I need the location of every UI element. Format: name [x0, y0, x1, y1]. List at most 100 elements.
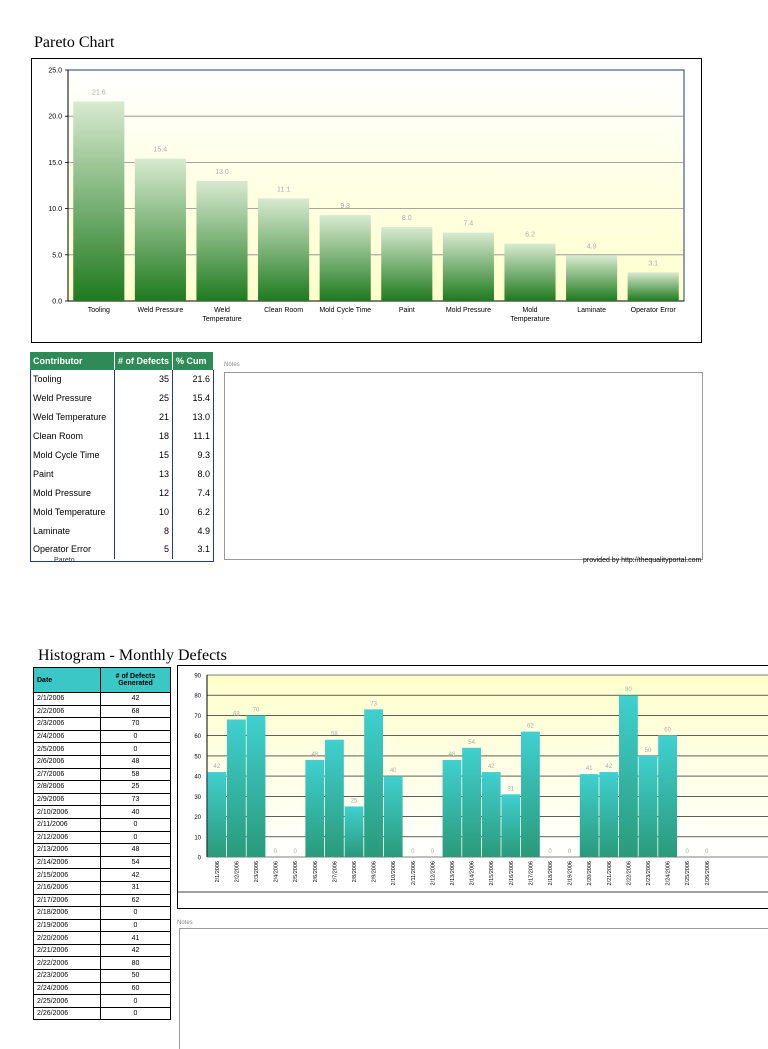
histogram-bar: [599, 772, 619, 857]
pareto-category-label: Mold Temperature: [510, 307, 549, 323]
cell-value: 58: [100, 767, 171, 782]
cell-value: 60: [100, 981, 171, 996]
cell-value: 50: [100, 969, 171, 983]
cell-value: 25: [100, 780, 171, 794]
cell-value: 70: [100, 717, 171, 731]
cell-date: 2/1/2006: [33, 692, 101, 706]
histogram-ytick-label: 0: [198, 856, 202, 862]
table-row: 2/11/2006 0: [33, 817, 171, 832]
histogram-category-label: 2/12/2006: [430, 861, 436, 885]
cell-pct: 7.4: [172, 483, 214, 503]
cell-value: 48: [100, 843, 171, 857]
cell-contributor: Clean Room: [30, 426, 115, 446]
histogram-data-label: 42: [488, 764, 495, 770]
histogram-data-label: 40: [390, 768, 397, 774]
histogram-category-label: 2/19/2006: [568, 861, 574, 885]
histogram-data-label: 0: [431, 849, 435, 855]
table-row: 2/3/2006 70: [33, 717, 171, 731]
cell-value: 0: [100, 729, 171, 744]
pareto-bar: [258, 198, 310, 301]
pareto-data-label: 9.3: [340, 203, 350, 210]
histogram-category-label: 2/26/2006: [705, 861, 711, 885]
histogram-category-label: 2/2/2006: [234, 861, 240, 882]
cell-pct: 9.3: [172, 445, 214, 465]
pareto-bar: [627, 272, 679, 301]
histogram-category-label: 2/23/2006: [646, 861, 652, 885]
pareto-data-label: 7.4: [464, 221, 474, 228]
histogram-category-label: 2/8/2006: [352, 861, 358, 882]
cell-date: 2/15/2006: [33, 868, 101, 882]
histogram-title: Histogram - Monthly Defects: [38, 647, 227, 664]
pareto-data-label: 4.9: [587, 244, 597, 251]
table-row: 2/16/2006 31: [33, 880, 171, 895]
pareto-title: Pareto Chart: [34, 34, 115, 51]
pareto-category-label: Operator Error: [631, 307, 677, 314]
cell-value: 68: [100, 704, 171, 719]
cell-date: 2/13/2006: [33, 843, 101, 857]
pareto-ytick-label: 5.0: [52, 252, 62, 259]
histogram-category-label: 2/22/2006: [626, 861, 632, 885]
cell-contributor: Weld Pressure: [30, 388, 115, 408]
cell-date: 2/8/2006: [33, 780, 101, 794]
histogram-ytick-label: 70: [194, 714, 201, 720]
table-row: 2/18/2006 0: [33, 906, 171, 920]
cell-value: 73: [100, 792, 171, 807]
table-row: 2/8/2006 25: [33, 780, 171, 794]
histogram-bar: [579, 774, 599, 857]
cell-defects: 8: [114, 521, 174, 541]
cell-date: 2/4/2006: [33, 729, 101, 744]
histogram-category-label: 2/24/2006: [666, 861, 672, 885]
cell-value: 31: [100, 880, 171, 895]
histogram-bar: [501, 794, 521, 857]
histogram-category-label: 2/25/2006: [685, 861, 691, 885]
histogram-category-label: 2/1/2006: [215, 861, 221, 882]
cell-contributor: Weld Temperature: [30, 407, 115, 427]
histogram-data-label: 42: [605, 764, 612, 770]
histogram-data-label: 0: [274, 849, 278, 855]
table-row: 2/6/2006 48: [33, 754, 171, 769]
table-row: 2/10/2006 40: [33, 805, 171, 819]
cell-date: 2/18/2006: [33, 906, 101, 920]
table-row: 2/15/2006 42: [33, 868, 171, 882]
histogram-category-label: 2/11/2006: [411, 861, 417, 885]
histogram-data-label: 48: [449, 752, 456, 758]
histogram-category-label: 2/3/2006: [254, 861, 260, 882]
table-row: Operator Error 5 3.1: [30, 540, 214, 559]
histogram-ytick-label: 50: [194, 754, 201, 760]
histogram-notes-box[interactable]: [179, 928, 768, 1049]
cell-date: 2/22/2006: [33, 956, 101, 971]
header-date: Date: [33, 667, 101, 693]
cell-date: 2/7/2006: [33, 767, 101, 782]
table-row: 2/2/2006 68: [33, 704, 171, 719]
cell-date: 2/17/2006: [33, 893, 101, 908]
pareto-category-label: Paint: [399, 307, 415, 314]
pareto-data-label: 21.6: [92, 89, 106, 96]
cell-date: 2/21/2006: [33, 943, 101, 958]
histogram-ytick-label: 80: [194, 694, 201, 700]
histogram-ytick-label: 40: [194, 775, 201, 781]
cell-pct: 6.2: [172, 502, 214, 522]
pareto-data-label: 8.0: [402, 215, 412, 222]
table-row: Paint 13 8.0: [30, 464, 214, 484]
histogram-data-label: 62: [527, 724, 534, 730]
pareto-bar: [319, 215, 371, 301]
pareto-table: Contributor # of Defects % Cum Tooling 35…: [30, 352, 214, 559]
cell-date: 2/10/2006: [33, 805, 101, 819]
cell-date: 2/23/2006: [33, 969, 101, 983]
cell-defects: 15: [114, 445, 174, 465]
histogram-data-label: 58: [331, 732, 338, 738]
cell-date: 2/12/2006: [33, 830, 101, 845]
cell-defects: 35: [114, 370, 174, 389]
table-row: 2/24/2006 60: [33, 981, 171, 996]
histogram-chart: 0 10 20 30 40 50 60 70 80 90 42 2/1/2006 68 2/2/2006 7…: [178, 674, 768, 893]
histogram-ytick-label: 90: [194, 674, 201, 680]
histogram-data-label: 41: [586, 766, 593, 772]
pareto-notes-box[interactable]: [224, 372, 703, 560]
cell-date: 2/9/2006: [33, 792, 101, 807]
pareto-category-label: Mold Pressure: [446, 307, 491, 314]
credit-text: provided by http://thequalityportal.com: [583, 557, 702, 564]
histogram-data-label: 31: [507, 786, 514, 792]
histogram-data-label: 48: [311, 752, 318, 758]
pareto-ytick-label: 10.0: [48, 206, 62, 213]
table-row: 2/17/2006 62: [33, 893, 171, 908]
